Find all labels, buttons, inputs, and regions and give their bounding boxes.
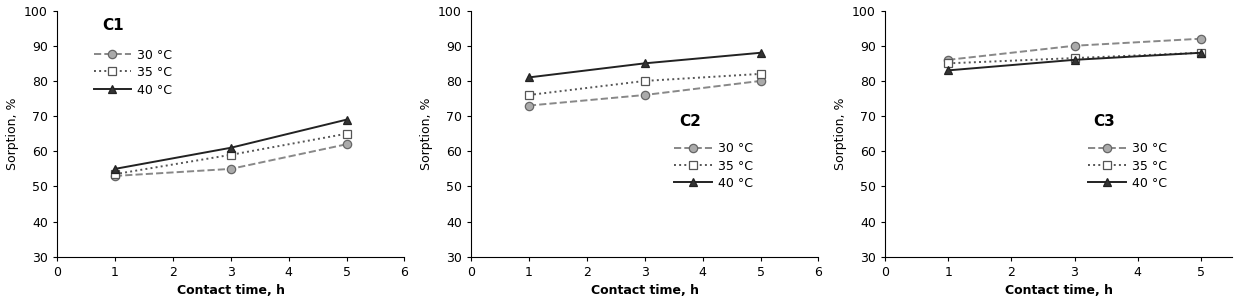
30 °C bbox=[638, 93, 652, 97]
40 °C bbox=[1193, 51, 1208, 55]
30 °C bbox=[1193, 37, 1208, 41]
40 °C bbox=[941, 68, 956, 72]
X-axis label: Contact time, h: Contact time, h bbox=[1005, 285, 1113, 298]
30 °C bbox=[108, 174, 123, 178]
30 °C bbox=[339, 142, 354, 146]
35 °C bbox=[941, 62, 956, 65]
35 °C bbox=[753, 72, 768, 76]
Legend: 30 °C, 35 °C, 40 °C: 30 °C, 35 °C, 40 °C bbox=[92, 46, 175, 99]
Text: C3: C3 bbox=[1093, 114, 1115, 129]
40 °C bbox=[521, 75, 536, 79]
35 °C bbox=[1067, 56, 1082, 60]
Line: 35 °C: 35 °C bbox=[110, 130, 350, 178]
Y-axis label: Sorption, %: Sorption, % bbox=[5, 98, 19, 170]
Y-axis label: Sorption, %: Sorption, % bbox=[833, 98, 847, 170]
40 °C bbox=[638, 62, 652, 65]
35 °C bbox=[1193, 51, 1208, 55]
35 °C bbox=[339, 132, 354, 135]
30 °C bbox=[223, 167, 238, 171]
Text: C2: C2 bbox=[680, 114, 702, 129]
Line: 35 °C: 35 °C bbox=[945, 48, 1205, 68]
Line: 40 °C: 40 °C bbox=[110, 115, 350, 173]
Text: C1: C1 bbox=[103, 18, 124, 33]
40 °C bbox=[223, 146, 238, 150]
Line: 30 °C: 30 °C bbox=[110, 140, 350, 180]
Line: 35 °C: 35 °C bbox=[525, 70, 765, 99]
40 °C bbox=[753, 51, 768, 55]
Y-axis label: Sorption, %: Sorption, % bbox=[420, 98, 432, 170]
30 °C bbox=[1067, 44, 1082, 48]
40 °C bbox=[108, 167, 123, 171]
35 °C bbox=[223, 153, 238, 157]
35 °C bbox=[108, 172, 123, 176]
Line: 40 °C: 40 °C bbox=[945, 48, 1205, 75]
35 °C bbox=[521, 93, 536, 97]
40 °C bbox=[1067, 58, 1082, 62]
30 °C bbox=[941, 58, 956, 62]
30 °C bbox=[521, 104, 536, 107]
Legend: 30 °C, 35 °C, 40 °C: 30 °C, 35 °C, 40 °C bbox=[1086, 140, 1170, 193]
30 °C bbox=[753, 79, 768, 83]
X-axis label: Contact time, h: Contact time, h bbox=[591, 285, 698, 298]
Line: 30 °C: 30 °C bbox=[525, 77, 765, 110]
Line: 30 °C: 30 °C bbox=[945, 35, 1205, 64]
35 °C bbox=[638, 79, 652, 83]
X-axis label: Contact time, h: Contact time, h bbox=[177, 285, 285, 298]
Line: 40 °C: 40 °C bbox=[525, 48, 765, 82]
40 °C bbox=[339, 118, 354, 122]
Legend: 30 °C, 35 °C, 40 °C: 30 °C, 35 °C, 40 °C bbox=[672, 140, 755, 193]
